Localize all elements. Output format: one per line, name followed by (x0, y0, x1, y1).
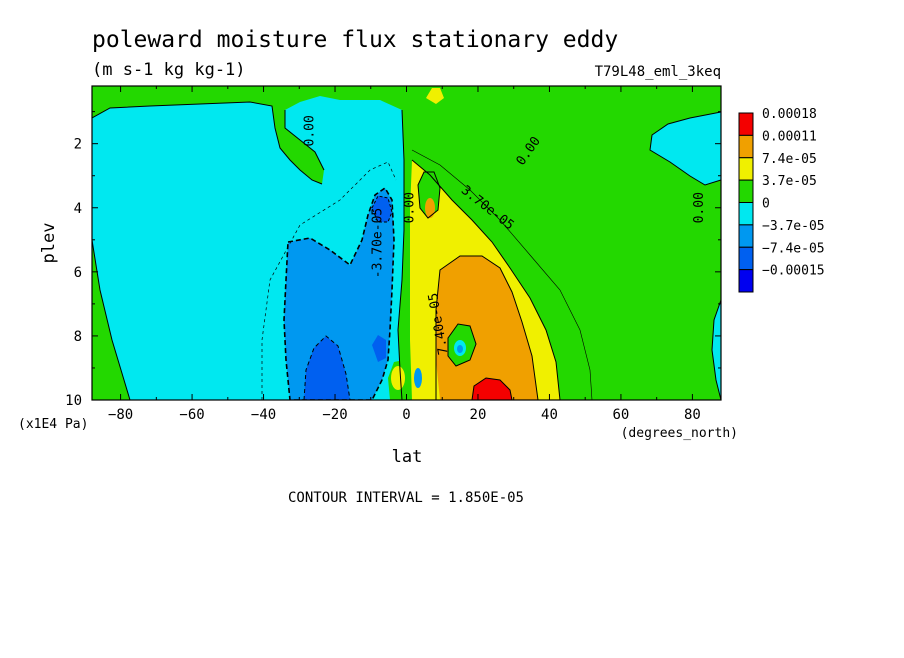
y-axis: 2 4 6 8 10 (65, 111, 721, 409)
contour-zero-eq (397, 109, 405, 400)
contour-pos3 (447, 323, 477, 367)
y-tick-label: 8 (74, 329, 82, 345)
field-cyan-right-edge (712, 300, 721, 400)
contour-zero-hook (284, 110, 325, 171)
x-tick-label: −20 (322, 407, 347, 423)
contour-lines (92, 101, 721, 400)
contour-label: 0.00 (303, 115, 318, 146)
field-deep-blue-south (304, 336, 350, 400)
x-tick-label: 0 (402, 407, 410, 423)
colorbar-legend: 0.00018 0.00011 7.4e-05 3.7e-05 0 −3.7e-05 −7.… (738, 107, 825, 293)
field-green-left-edge (92, 240, 130, 400)
plot-area: 0.000.003.70e-050.00-3.70e-050.007.40e-0… (92, 86, 721, 400)
contour-zero-left-edge (92, 239, 131, 400)
field-deep-blue-mid (372, 335, 386, 362)
colorbar-swatch (738, 246, 754, 271)
field-yellow-top-spot (426, 88, 444, 104)
colorbar-swatch (738, 112, 754, 136)
x-tick-label: 20 (470, 407, 487, 423)
colorbar-swatch (738, 269, 754, 293)
contour-label: 0.00 (403, 192, 418, 223)
contour-pos5 (417, 171, 441, 219)
contour-pos-thin (411, 149, 593, 400)
contour-label: -3.70e-05 (370, 208, 385, 278)
colorbar-swatch (738, 202, 754, 226)
chart-title: poleward moisture flux stationary eddy (92, 27, 618, 53)
field-blue-eq-spot (414, 368, 422, 388)
colorbar-swatch (738, 224, 754, 248)
y-tick-label: 10 (65, 393, 82, 409)
x-axis: −80 −60 −40 −20 0 20 40 60 80 (108, 86, 701, 423)
colorbar-swatch (738, 179, 754, 203)
colorbar-swatch (738, 134, 754, 159)
x-tick-label: 80 (684, 407, 701, 423)
contour-neg-deep (303, 335, 351, 400)
contour-pos1 (411, 159, 561, 400)
x-tick-label: −40 (251, 407, 276, 423)
y-tick-label: 4 (74, 201, 82, 217)
colorbar-label: 3.7e-05 (762, 174, 817, 189)
contour-label: 0.00 (692, 192, 707, 223)
y-units: (x1E4 Pa) (18, 417, 88, 432)
y-axis-label: plev (39, 223, 59, 264)
contour-zero-right-edge (711, 299, 721, 400)
contour-interval-note: CONTOUR INTERVAL = 1.850E-05 (288, 490, 524, 506)
colorbar-label: 7.4e-05 (762, 152, 817, 167)
field-blue-south (284, 188, 394, 400)
field-green-main (92, 86, 721, 400)
x-units: (degrees_north) (621, 426, 738, 441)
x-tick-label: 40 (541, 407, 558, 423)
x-axis-label: lat (392, 447, 423, 467)
contour-pos4 (471, 377, 513, 400)
colorbar-label: 0.00011 (762, 129, 817, 144)
contour-zero-right (649, 111, 721, 186)
field-blue-core (457, 345, 463, 353)
field-yellow-near-eq (391, 366, 405, 390)
contour-pos2 (435, 255, 539, 400)
colorbar-label: 0.00018 (762, 107, 817, 122)
field-red-north (472, 378, 512, 400)
y-tick-label: 2 (74, 137, 82, 153)
field-orange-upper-spot (425, 198, 435, 218)
contour-neg-thin (261, 161, 397, 400)
colorbar-label: 0 (762, 197, 770, 212)
x-tick-label: 60 (613, 407, 630, 423)
colorbar-label: −0.00015 (762, 264, 825, 279)
y-tick-label: 6 (74, 265, 82, 281)
colorbar-label: −3.7e-05 (762, 219, 825, 234)
run-label: T79L48_eml_3keq (595, 64, 721, 80)
chart-subtitle: (m s-1 kg kg-1) (92, 60, 246, 80)
contour-neg-south (283, 186, 395, 400)
field-deep-blue-upper (372, 196, 392, 222)
x-tick-label: −60 (179, 407, 204, 423)
contour-zero-north (92, 101, 323, 185)
colorbar-swatch (738, 157, 754, 181)
colorbar-label: −7.4e-05 (762, 241, 825, 256)
x-tick-label: −80 (108, 407, 133, 423)
